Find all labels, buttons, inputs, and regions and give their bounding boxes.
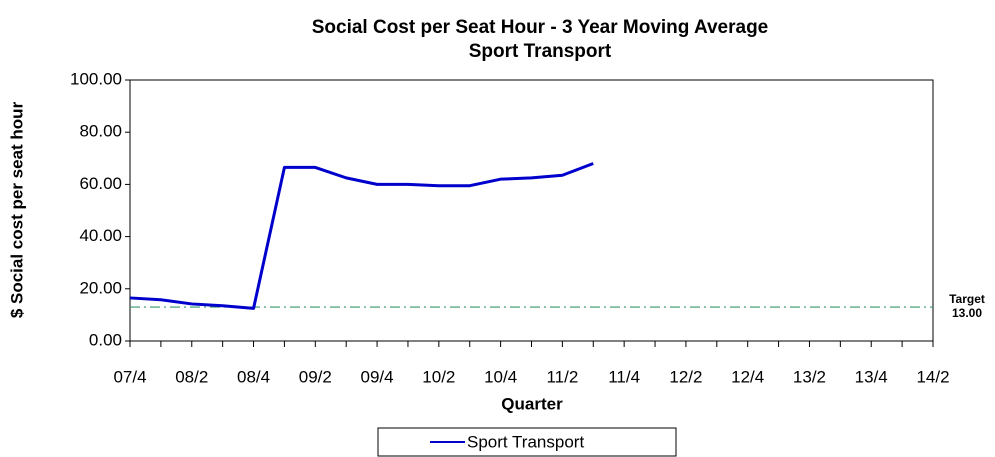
x-tick-label: 11/2 [546, 367, 578, 386]
y-axis-title: $ Social cost per seat hour [7, 101, 26, 318]
x-tick-label: 08/4 [237, 367, 270, 386]
x-tick-label: 13/2 [793, 367, 826, 386]
legend-box [377, 427, 677, 457]
x-tick-label: 10/4 [484, 367, 517, 386]
plot-area [129, 79, 934, 342]
x-tick-label: 07/4 [113, 367, 146, 386]
x-tick-label: 09/2 [299, 367, 332, 386]
chart-subtitle: Sport Transport [469, 41, 612, 62]
x-tick-label: 12/4 [731, 367, 764, 386]
series-line [129, 162, 594, 310]
legend-label: Sport Transport [467, 432, 584, 451]
y-tick-label: 100.00 [70, 69, 122, 88]
x-axis-title: Quarter [501, 394, 563, 413]
x-tick-label: 13/4 [855, 367, 888, 386]
x-tick-label: 11/4 [608, 367, 640, 386]
x-tick-label: 08/2 [175, 367, 208, 386]
x-tick-label: 14/2 [916, 367, 949, 386]
y-tick-label: 0.00 [89, 330, 122, 349]
y-tick-label: 80.00 [79, 122, 122, 141]
target-label: 13.00 [952, 306, 982, 320]
x-tick-label: 12/2 [669, 367, 702, 386]
y-tick-label: 20.00 [79, 278, 122, 297]
chart-title: Social Cost per Seat Hour - 3 Year Movin… [312, 17, 769, 38]
x-tick-label: 10/2 [422, 367, 455, 386]
target-title: Target [949, 292, 985, 306]
x-tick-label: 09/4 [361, 367, 394, 386]
y-tick-label: 40.00 [79, 226, 122, 245]
y-tick-label: 60.00 [79, 174, 122, 193]
